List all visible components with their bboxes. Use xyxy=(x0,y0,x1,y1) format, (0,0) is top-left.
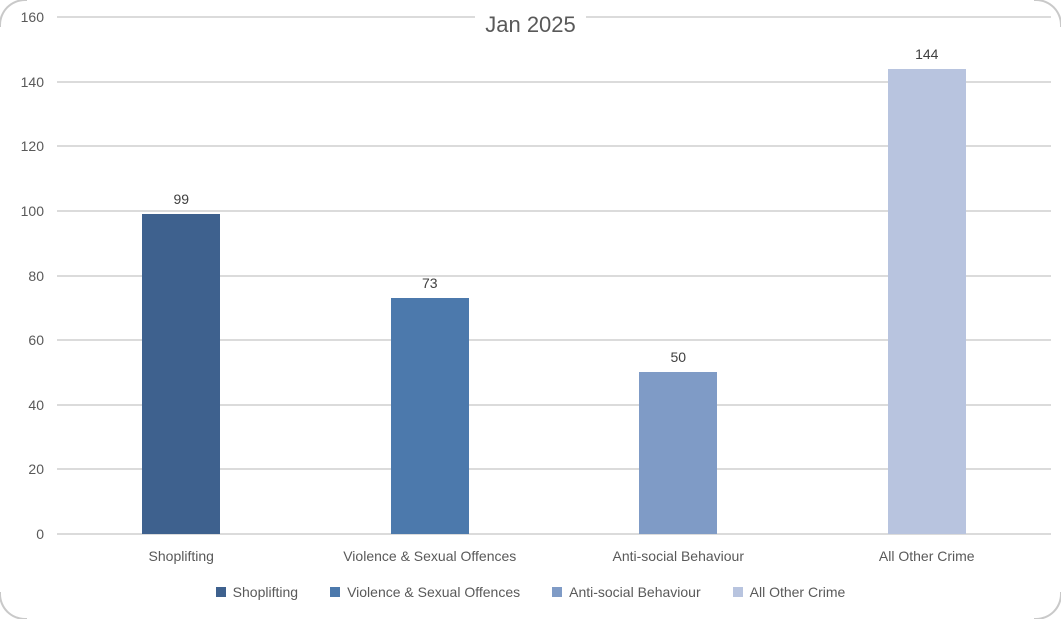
y-tick-label: 40 xyxy=(28,396,44,413)
legend-label: Violence & Sexual Offences xyxy=(347,584,521,600)
legend-item[interactable]: Shoplifting xyxy=(215,584,299,600)
y-tick-label: 160 xyxy=(20,9,44,25)
plot-area: 0 20 40 60 80 100 120 140 160 99 Shoplifting 73 Viol… xyxy=(21,9,1051,564)
y-tick-label: 0 xyxy=(36,526,44,542)
data-label: 73 xyxy=(421,275,438,292)
legend-swatch xyxy=(732,587,743,597)
bar[interactable] xyxy=(639,372,718,534)
x-axis-label: Violence & Sexual Offences xyxy=(343,548,517,564)
bar[interactable] xyxy=(142,214,221,534)
gridline xyxy=(57,533,1051,535)
data-label: 50 xyxy=(670,349,687,366)
gridline xyxy=(57,145,1051,148)
x-axis-label: All Other Crime xyxy=(878,548,975,564)
legend-item[interactable]: All Other Crime xyxy=(732,584,846,600)
legend-label: Anti-social Behaviour xyxy=(569,584,701,600)
bar[interactable] xyxy=(390,298,469,534)
bar[interactable] xyxy=(887,68,966,534)
chart-title-text: Jan 2025 xyxy=(475,12,586,37)
y-tick-label: 60 xyxy=(28,332,44,349)
legend: Shoplifting Violence & Sexual Offences Ant… xyxy=(0,584,1061,600)
y-tick-label: 80 xyxy=(28,267,44,284)
legend-item[interactable]: Violence & Sexual Offences xyxy=(330,584,520,600)
legend-swatch xyxy=(552,587,563,597)
gridline xyxy=(57,339,1051,342)
y-tick-label: 140 xyxy=(20,73,44,90)
x-axis-label: Shoplifting xyxy=(148,548,214,564)
y-tick-label: 120 xyxy=(20,138,44,155)
legend-label: Shoplifting xyxy=(232,584,299,600)
gridline xyxy=(57,274,1051,277)
y-tick-label: 20 xyxy=(28,461,44,478)
gridline xyxy=(57,209,1051,212)
legend-label: All Other Crime xyxy=(749,584,846,600)
y-tick-label: 100 xyxy=(20,202,44,219)
legend-swatch xyxy=(215,587,226,597)
data-label: 144 xyxy=(915,45,939,62)
data-label: 99 xyxy=(173,191,190,208)
gridline xyxy=(57,468,1051,471)
x-axis-label: Anti-social Behaviour xyxy=(612,548,745,564)
gridline xyxy=(57,403,1051,406)
chart-title[interactable]: Jan 2025 xyxy=(0,12,1061,38)
gridline xyxy=(57,80,1051,83)
legend-item[interactable]: Anti-social Behaviour xyxy=(552,584,701,600)
legend-swatch xyxy=(330,587,341,597)
